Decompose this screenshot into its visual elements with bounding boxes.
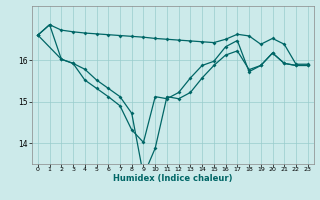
X-axis label: Humidex (Indice chaleur): Humidex (Indice chaleur)	[113, 174, 233, 183]
